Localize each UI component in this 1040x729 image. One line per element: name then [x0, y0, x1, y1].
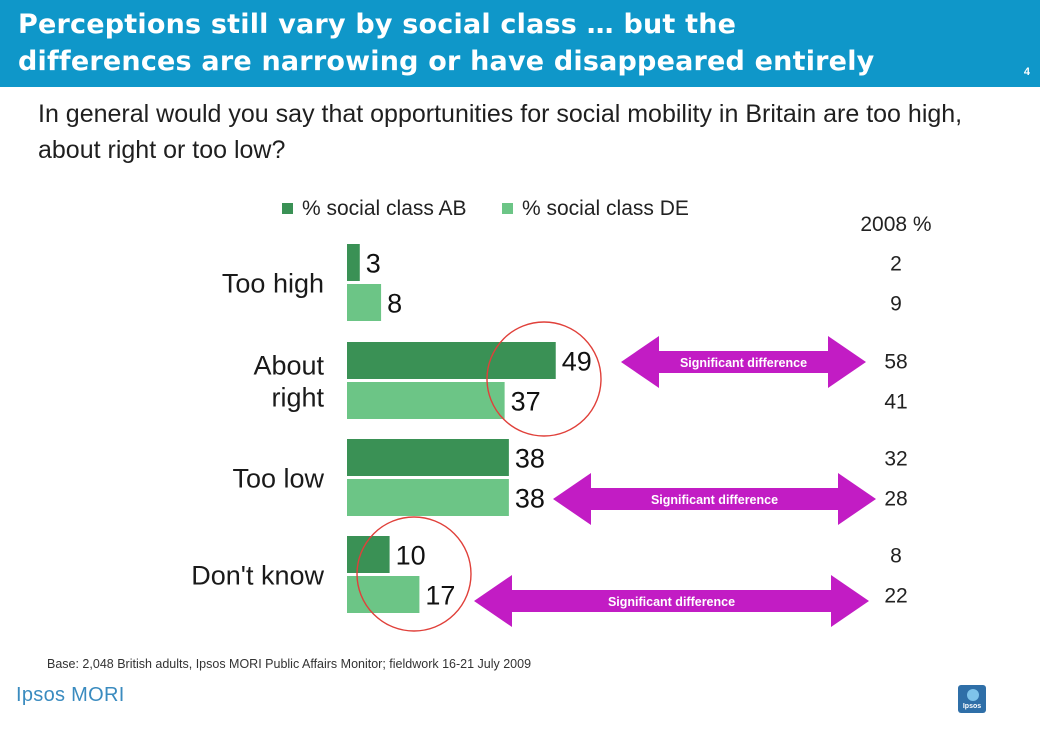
comparison-de-1: 9	[890, 293, 902, 316]
ipsos-badge-icon: Ipsos	[958, 685, 986, 713]
legend-label-2: % social class DE	[522, 197, 689, 220]
data-label-de-2: 37	[511, 387, 541, 417]
footnote: Base: 2,048 British adults, Ipsos MORI P…	[47, 657, 532, 671]
slide-title-line-1: Perceptions still vary by social class ……	[18, 9, 737, 40]
comparison-de-4: 22	[884, 585, 907, 608]
bar-de-4	[347, 576, 420, 613]
bar-de-2	[347, 382, 505, 419]
highlight-circle-1	[486, 321, 602, 437]
highlight-circle-2	[356, 516, 472, 632]
significant-difference-label-1: Significant difference	[680, 356, 807, 370]
category-label-2-line-2: right	[271, 383, 324, 413]
data-label-de-1: 8	[387, 289, 402, 319]
comparison-ab-2: 58	[884, 351, 907, 374]
category-label-1: Too high	[222, 269, 324, 299]
significant-difference-label-2: Significant difference	[651, 493, 778, 507]
comparison-ab-3: 32	[884, 448, 907, 471]
data-label-ab-2: 49	[562, 347, 592, 377]
comparison-de-2: 41	[884, 391, 907, 414]
significant-difference-label-3: Significant difference	[608, 595, 735, 609]
bar-ab-3	[347, 439, 509, 476]
data-label-de-4: 17	[425, 581, 455, 611]
significant-difference-arrow-2	[553, 473, 876, 525]
significant-difference-arrow-1	[621, 336, 866, 388]
bar-ab-4	[347, 536, 390, 573]
significant-difference-arrow-3	[474, 575, 869, 627]
slide-title-line-2: differences are narrowing or have disapp…	[18, 46, 875, 77]
comparison-ab-1: 2	[890, 253, 902, 276]
comparison-header: 2008 %	[860, 213, 931, 236]
bar-ab-2	[347, 342, 556, 379]
data-label-ab-4: 10	[396, 541, 426, 571]
title-bar: Perceptions still vary by social class ……	[0, 0, 1040, 87]
legend-label-1: % social class AB	[302, 197, 467, 220]
bar-de-1	[347, 284, 382, 321]
survey-question: In general would you say that opportunit…	[38, 100, 963, 164]
category-label-2-line-1: About	[253, 351, 324, 381]
comparison-ab-4: 8	[890, 545, 902, 568]
legend-swatch-2	[502, 203, 513, 214]
category-label-3: Too low	[232, 464, 324, 494]
page-number: 4	[1023, 66, 1030, 78]
data-label-ab-1: 3	[366, 249, 381, 279]
ipsos-mori-logo: Ipsos MORI	[16, 684, 125, 706]
data-label-de-3: 38	[515, 484, 545, 514]
bar-ab-1	[347, 244, 360, 281]
comparison-de-3: 28	[884, 488, 907, 511]
legend-swatch-1	[282, 203, 293, 214]
category-label-4: Don't know	[191, 561, 324, 591]
bar-de-3	[347, 479, 509, 516]
data-label-ab-3: 38	[515, 444, 545, 474]
